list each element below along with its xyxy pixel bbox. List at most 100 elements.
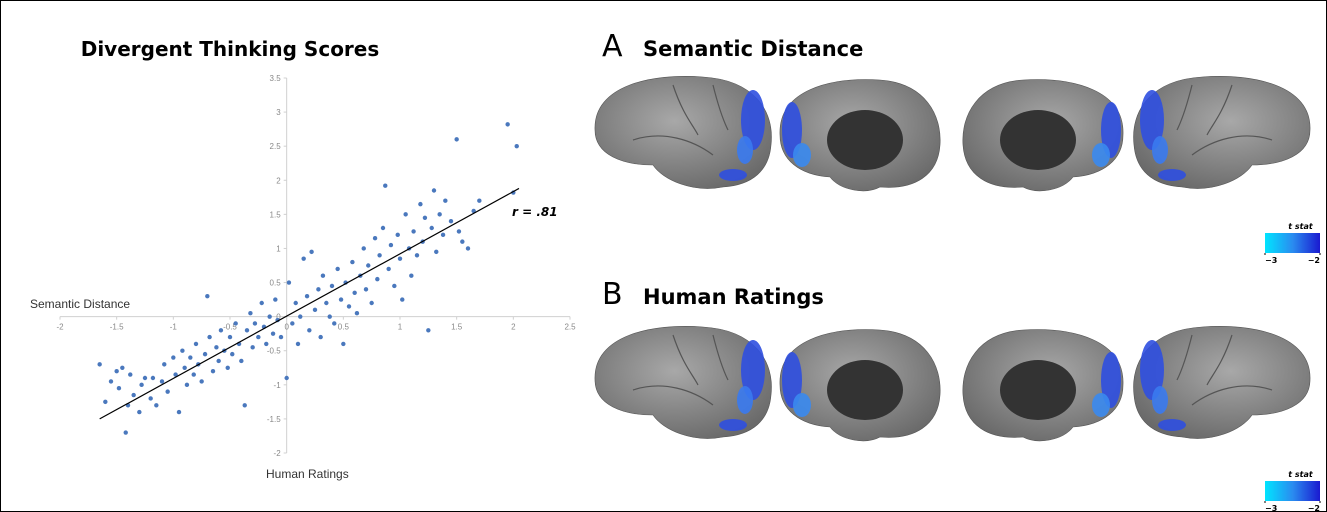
- point: [318, 334, 323, 340]
- x-axis-title: Semantic Distance: [30, 297, 130, 311]
- point: [440, 232, 446, 238]
- colorbar: [1265, 233, 1320, 253]
- point: [341, 341, 346, 347]
- point: [397, 256, 403, 261]
- x-tick-label: -1.5: [110, 323, 124, 332]
- point: [165, 389, 170, 394]
- point: [434, 249, 439, 255]
- point: [193, 341, 199, 347]
- point: [227, 334, 233, 340]
- sulcus: [632, 84, 729, 156]
- point: [225, 365, 230, 370]
- cortex: [594, 76, 772, 189]
- panel-letter: A: [602, 29, 623, 64]
- brain: [779, 329, 941, 442]
- point: [471, 208, 476, 214]
- colorbar-tick-label: −2: [1308, 504, 1320, 512]
- point: [477, 198, 482, 203]
- annotation: r = .81: [512, 205, 558, 219]
- colorbar: [1265, 481, 1320, 501]
- point: [137, 409, 142, 415]
- point: [205, 293, 210, 299]
- panel-title: Semantic Distance: [643, 37, 863, 61]
- point: [386, 266, 391, 272]
- point: [233, 321, 238, 326]
- point: [298, 314, 303, 319]
- sulcus: [632, 334, 729, 406]
- point: [273, 297, 278, 302]
- point: [361, 246, 366, 251]
- point: [437, 212, 442, 217]
- point: [312, 307, 318, 313]
- point: [191, 372, 196, 377]
- point: [332, 321, 337, 326]
- medial-wall: [1000, 110, 1076, 170]
- point: [256, 334, 261, 340]
- point: [173, 372, 178, 377]
- point: [418, 201, 423, 207]
- point: [422, 215, 428, 220]
- point: [114, 368, 119, 374]
- point: [309, 249, 314, 255]
- point: [352, 290, 357, 295]
- x-tick-label: 0: [284, 323, 289, 332]
- point: [400, 297, 405, 302]
- activation: [741, 340, 765, 400]
- point: [123, 430, 128, 435]
- point: [248, 311, 253, 316]
- y-tick-label: 1: [276, 244, 281, 253]
- x-tick-label: 2.5: [564, 323, 576, 332]
- colorbar-label: t stat: [1288, 470, 1314, 479]
- point: [431, 188, 437, 193]
- y-tick-label: 3.5: [270, 74, 282, 83]
- sulcus: [1176, 84, 1273, 156]
- point: [154, 403, 159, 408]
- activation: [719, 419, 747, 431]
- activation: [1101, 352, 1121, 408]
- activation: [1140, 90, 1164, 150]
- activation: [1140, 340, 1164, 400]
- point: [250, 345, 255, 350]
- x-tick-label: 1: [398, 323, 403, 332]
- point: [307, 328, 312, 333]
- activation: [782, 352, 802, 408]
- x-tick-label: 2: [511, 323, 516, 332]
- point: [210, 368, 216, 374]
- point: [465, 246, 471, 251]
- point: [218, 328, 224, 333]
- point: [375, 276, 380, 282]
- point: [184, 382, 190, 388]
- point: [293, 300, 298, 306]
- point: [350, 259, 355, 265]
- point: [270, 331, 276, 336]
- point: [207, 334, 212, 340]
- point: [388, 242, 394, 248]
- point: [411, 229, 416, 234]
- point: [182, 365, 187, 370]
- cortex: [594, 326, 772, 439]
- point: [230, 351, 235, 357]
- y-tick-label: -1: [274, 381, 282, 390]
- panel-letter: B: [602, 277, 623, 312]
- point: [380, 225, 386, 231]
- x-tick-label: 0.5: [338, 323, 350, 332]
- point: [103, 399, 108, 405]
- point: [199, 379, 204, 384]
- colorbar-tick-label: −3: [1265, 256, 1277, 265]
- brain: [962, 79, 1124, 192]
- colorbar-tick-label: −3: [1265, 504, 1277, 512]
- activation: [737, 386, 753, 414]
- sulcus: [1176, 334, 1273, 406]
- point: [242, 403, 247, 408]
- point: [120, 365, 125, 370]
- point: [320, 273, 326, 278]
- x-tick-label: -2: [56, 323, 64, 332]
- point: [264, 341, 269, 347]
- cortex: [1133, 326, 1311, 439]
- brain: [594, 76, 772, 189]
- activation: [1152, 136, 1168, 164]
- activation: [719, 169, 747, 181]
- trendline: [99, 187, 520, 420]
- y-tick-label: 0.5: [270, 279, 282, 288]
